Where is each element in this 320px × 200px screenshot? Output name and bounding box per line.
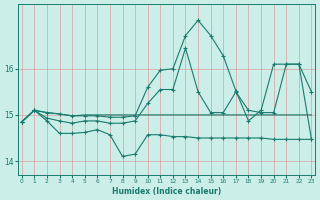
- X-axis label: Humidex (Indice chaleur): Humidex (Indice chaleur): [112, 187, 221, 196]
